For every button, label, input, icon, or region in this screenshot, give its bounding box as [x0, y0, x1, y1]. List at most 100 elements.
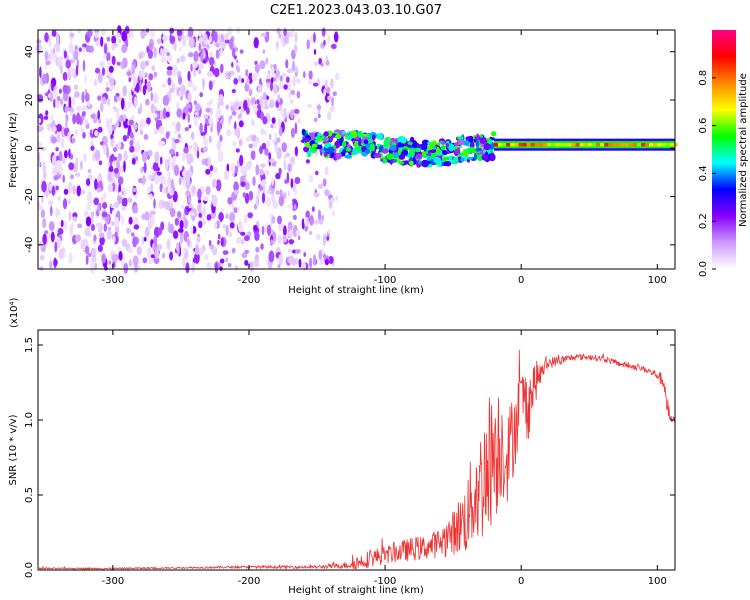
heatmap-cell — [227, 262, 232, 268]
heatmap-cell — [128, 259, 132, 267]
heatmap-cell — [242, 192, 246, 198]
heatmap-cell — [114, 201, 120, 209]
heatmap-cell — [117, 153, 123, 162]
heatmap-cell — [231, 110, 237, 116]
heatmap-cell — [312, 254, 317, 266]
heatmap-cell — [290, 109, 294, 119]
heatmap-cell — [47, 200, 54, 206]
heatmap-cell — [575, 143, 580, 147]
heatmap-cell — [93, 79, 98, 87]
heatmap-cell — [56, 132, 61, 144]
heatmap-cell — [327, 228, 331, 234]
heatmap-cell — [228, 38, 234, 50]
heatmap-cell — [279, 189, 283, 197]
heatmap-cell — [378, 145, 384, 151]
heatmap-cell — [498, 143, 503, 147]
heatmap-cell — [97, 227, 102, 233]
heatmap-cell — [330, 78, 334, 89]
heatmap-cell — [184, 127, 189, 132]
heatmap-cell — [101, 211, 108, 218]
heatmap-cell — [335, 152, 342, 160]
heatmap-cell — [228, 231, 233, 238]
heatmap-cell — [48, 183, 53, 192]
heatmap-cell — [111, 171, 115, 180]
heatmap-cell — [384, 138, 391, 144]
heatmap-cell — [287, 68, 293, 74]
heatmap-cell — [72, 185, 76, 195]
heatmap-cell — [346, 144, 351, 148]
heatmap-cell — [243, 214, 248, 224]
heatmap-cell — [41, 195, 44, 204]
heatmap-cell — [177, 133, 181, 139]
heatmap-cell — [46, 123, 51, 131]
heatmap-cell — [307, 103, 313, 109]
heatmap-cell — [207, 71, 213, 78]
heatmap-cell — [534, 143, 539, 147]
heatmap-cell — [244, 192, 250, 204]
heatmap-cell — [111, 35, 117, 44]
heatmap-cell — [105, 87, 110, 92]
heatmap-cell — [53, 43, 60, 48]
heatmap-cell — [88, 252, 91, 258]
colorbar-tick-label: 0.0 — [698, 261, 709, 277]
heatmap-cell — [294, 176, 301, 185]
heatmap-cell — [342, 148, 346, 157]
heatmap-cell — [329, 105, 335, 113]
heatmap-cell — [132, 123, 138, 130]
heatmap-cell — [121, 44, 128, 54]
heatmap-cell — [280, 108, 285, 116]
heatmap-cell — [256, 99, 260, 105]
heatmap-cell — [208, 135, 212, 144]
heatmap-cell — [326, 111, 332, 121]
heatmap-cell — [302, 261, 306, 272]
heatmap-cell — [292, 75, 296, 88]
heatmap-cell — [74, 45, 78, 51]
heatmap-cell — [103, 43, 108, 55]
heatmap-cell — [229, 211, 236, 222]
heatmap-cell — [108, 125, 113, 135]
heatmap-cell — [231, 62, 234, 68]
heatmap-cell — [52, 154, 57, 167]
heatmap-cell — [305, 159, 310, 164]
heatmap-cell — [96, 187, 102, 193]
heatmap-cell — [116, 110, 120, 120]
heatmap-cell — [313, 117, 318, 123]
heatmap-cell — [57, 196, 61, 201]
heatmap-cell — [118, 251, 123, 261]
heatmap-cell — [117, 176, 124, 185]
heatmap-cell — [298, 235, 301, 241]
heatmap-cell — [159, 156, 163, 165]
heatmap-cell — [150, 103, 155, 114]
heatmap-cell — [215, 49, 220, 59]
heatmap-cell — [254, 231, 260, 241]
heatmap-cell — [53, 88, 58, 99]
heatmap-cell — [129, 145, 135, 153]
heatmap-cell — [218, 212, 224, 222]
heatmap-cell — [303, 137, 310, 143]
heatmap-cell — [315, 170, 319, 176]
heatmap-cell — [225, 257, 228, 263]
heatmap-cell — [198, 28, 202, 38]
heatmap-cell — [294, 31, 298, 43]
y-tick-label: 0.5 — [24, 487, 35, 503]
heatmap-cell — [250, 150, 256, 160]
heatmap-cell — [68, 148, 71, 159]
heatmap-cell — [657, 143, 662, 147]
heatmap-cell — [596, 143, 601, 147]
heatmap-cell — [80, 160, 83, 170]
heatmap-cell — [182, 112, 186, 120]
heatmap-cell — [468, 146, 476, 154]
heatmap-cell — [264, 147, 269, 156]
heatmap-cell — [141, 236, 145, 246]
colorbar-gradient — [712, 30, 736, 269]
heatmap-cell — [97, 244, 103, 252]
heatmap-cell — [62, 157, 66, 164]
heatmap-cell — [313, 192, 320, 198]
x-tick-label: -200 — [238, 275, 261, 286]
y-tick-label: 0 — [24, 145, 35, 151]
heatmap-cell — [63, 220, 68, 232]
heatmap-cell — [94, 149, 101, 161]
heatmap-cell — [234, 121, 237, 131]
heatmap-cell — [185, 104, 191, 109]
heatmap-cell — [604, 143, 609, 147]
